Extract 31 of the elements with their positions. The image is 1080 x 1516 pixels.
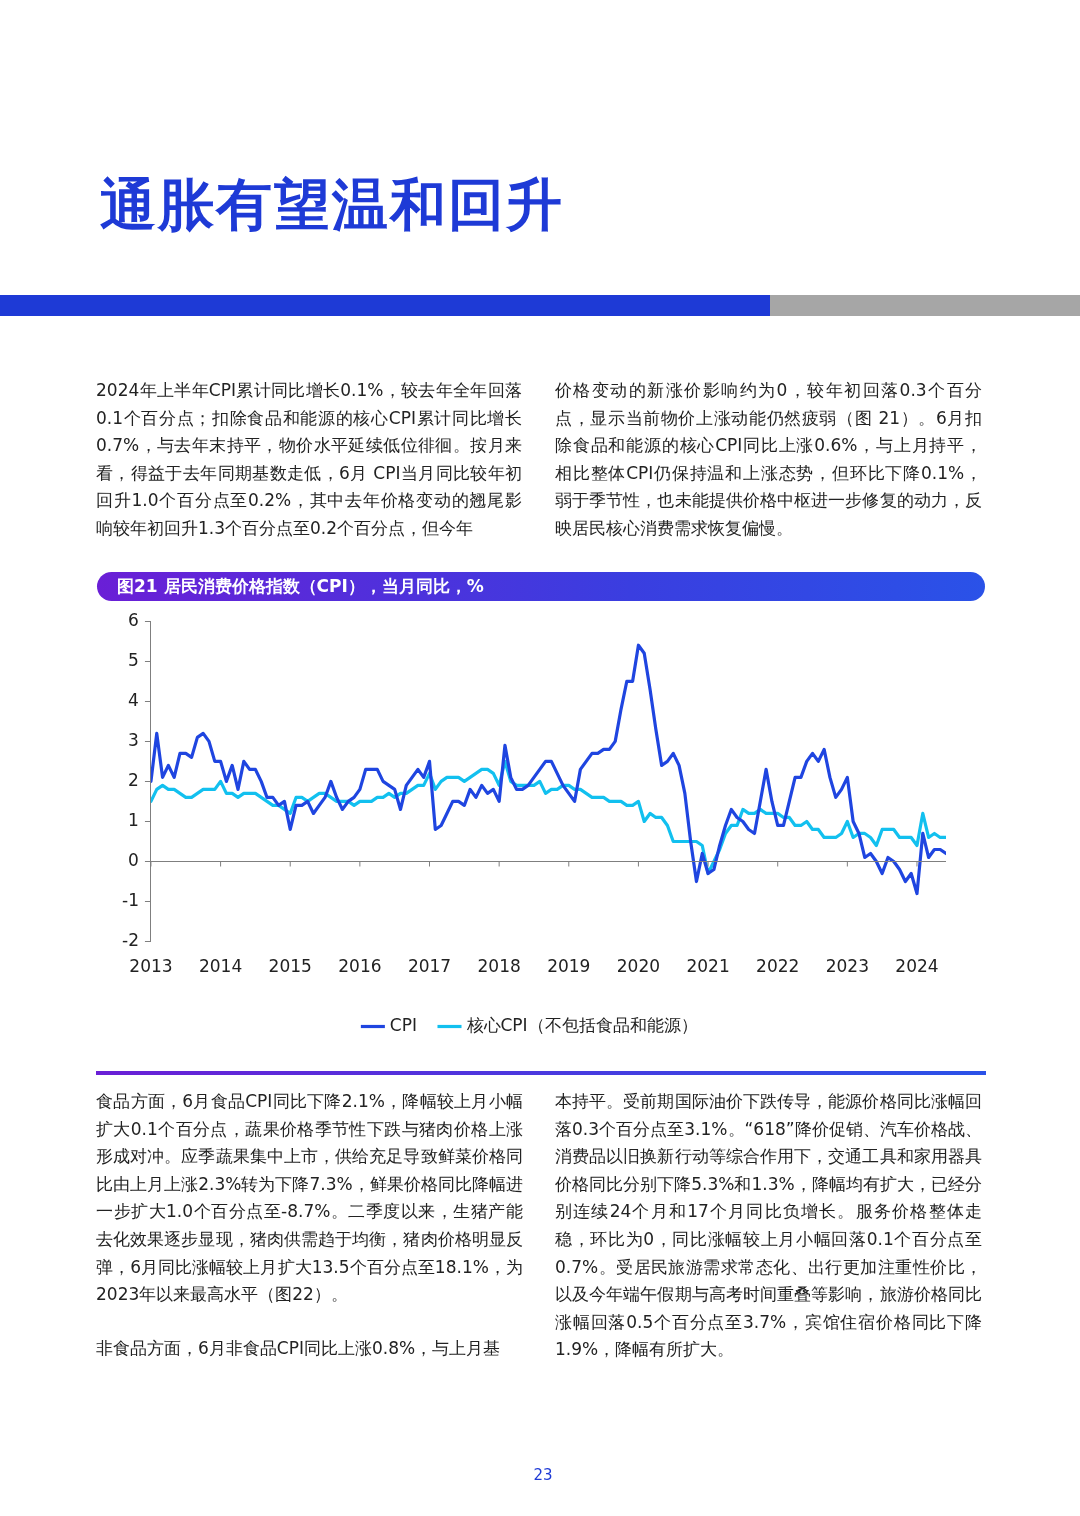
y-tick-label: 2: [128, 769, 139, 790]
x-tick-label: 2024: [895, 956, 939, 977]
x-tick-label: 2021: [686, 956, 730, 977]
y-tick-label: 6: [128, 609, 139, 630]
x-tick-label: 2015: [268, 956, 312, 977]
text: 2024年上半年CPI累计同比增长0.1%，较去年全年回落0.1个百分点；扣除食品和能源的核心CPI累计同比增长0.7%，与去年末持平，物价水平延续低位徘徊。按月来看，得益于去年同期基数走低，6月 CPI当月同比较年初回升1.0个百分点至0.2%，其中去年价格变动的翘尾影响较年初回升1.3个百分点至0.2个百分点，但今年: [96, 379, 522, 540]
x-tick-label: 2014: [198, 956, 243, 977]
chart-subtitle: 图21 居民消费价格指数（CPI），当月同比，%: [97, 572, 985, 601]
y-tick-label: 1: [128, 809, 139, 830]
chart-title: 通胀有望温和回升: [100, 171, 564, 239]
x-tick-label: 2023: [825, 956, 869, 977]
y-tick-label: 4: [128, 689, 139, 710]
x-tick-label: 2016: [338, 956, 382, 977]
text: 非食品方面，6月非食品CPI同比上涨0.8%，与上月基: [96, 1337, 502, 1360]
y-tick-label: 3: [128, 729, 139, 750]
text: 食品方面，6月食品CPI同比下降2.1%，降幅较上月小幅扩大0.1个百分点，蔬果价格季节性下跌与猪肉价格上涨形成对冲。应季蔬果集中上市，供给充足导致鲜菜价格同比由上月上涨2.3%转为下降7.3%，鲜果价格同比降幅进一步扩大1.0个百分点至-8.7%。二季度以来，生猪产能去化效果逐步显现，猪肉供需趋于均衡，猪肉价格明显反弹，6月同比涨幅较上月扩大13.5个百分点至18.1%，为2023年以来最高水平（图22）。: [96, 1090, 523, 1307]
y-tick-label: -2: [122, 930, 139, 951]
legend-label: 核心CPI（不包括食品和能源）: [465, 1014, 698, 1035]
y-tick-label: 5: [128, 649, 139, 670]
legend-label: CPI: [389, 1014, 418, 1035]
x-tick-label: 2022: [756, 956, 800, 977]
y-tick-label: -1: [122, 889, 139, 910]
text: 价格变动的新涨价影响约为0，较年初回落0.3个百分点，显示当前物价上涨动能仍然疲弱（图 21）。6月扣除食品和能源的核心CPI同比上涨0.6%，与上月持平，相比整体CPI仍保持温和上涨态势，但环比下降0.1%，弱于季节性，也未能提供价格中枢进一步修复的动力，反映居民核心消费需求恢复偏慢。: [555, 379, 982, 540]
x-tick-label: 2017: [407, 956, 452, 977]
x-tick-label: 2018: [477, 956, 521, 977]
x-tick-label: 2019: [547, 956, 591, 977]
text: 本持平。受前期国际油价下跌传导，能源价格同比涨幅回落0.3个百分点至3.1%。“618”降价促销、汽车价格战、消费品以旧换新行动等综合作用下，交通工具和家用器具价格同比分别下降5.3%和1.3%，降幅均有扩大，已经分别连续24个月和17个月同比负增长。服务价格整体走稳，环比为0，同比涨幅较上月小幅回落0.1个百分点至0.7%。受居民旅游需求常态化、出行更加注重性价比，以及今年端午假期与高考时间重叠等影响，旅游价格同比涨幅回落0.5个百分点至3.7%，宾馆住宿价格同比下降1.9%，降幅有所扩大。: [555, 1091, 982, 1360]
text: 23: [532, 1465, 554, 1486]
y-tick-label: 0: [128, 849, 139, 870]
x-tick-label: 2013: [129, 956, 173, 977]
x-tick-label: 2020: [616, 956, 661, 977]
